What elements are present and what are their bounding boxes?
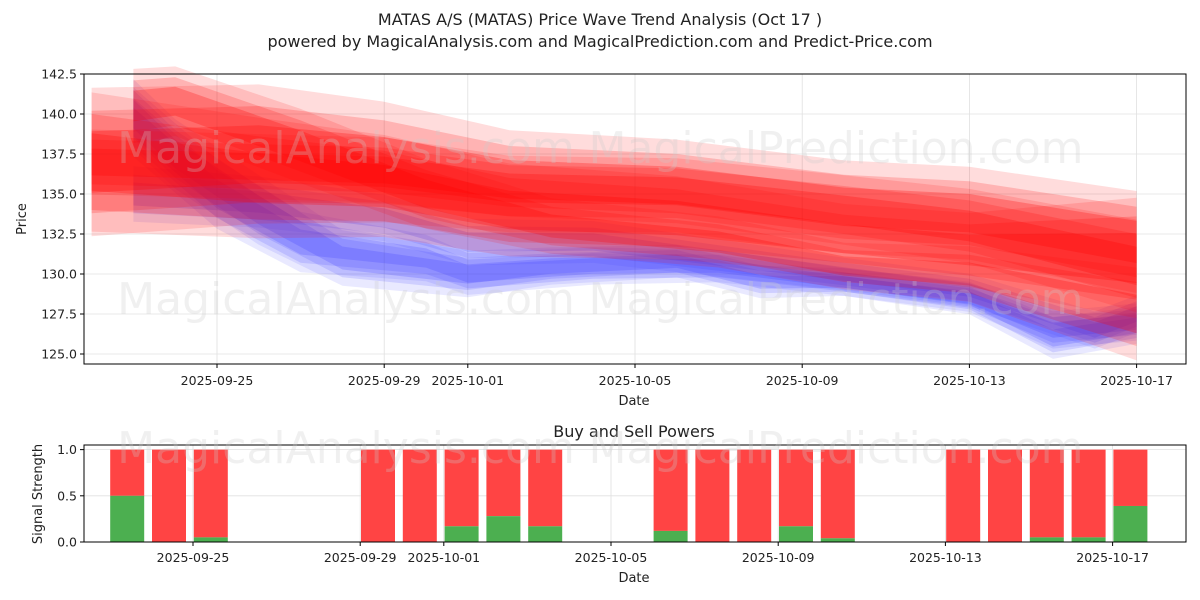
buy-power-bar [1071,537,1106,542]
red-wave-1-band [91,139,1137,298]
price-x-tick-label: 2025-10-05 [599,373,672,388]
red-wave-4-band [133,66,1137,361]
buy-power-bar [779,526,813,542]
signal-x-axis-label: Date [618,571,649,586]
price-x-tick-label: 2025-10-13 [933,373,1006,388]
watermark-analysis-top: MagicalAnalysis.com [117,123,575,174]
sell-power-bar [486,449,521,517]
signal-x-tick-label: 2025-09-29 [324,550,397,565]
red-wave-3-band [91,125,1137,264]
buy-power-bar [820,538,855,542]
red-wave-3-band [91,106,1137,278]
watermark-analysis-mid: MagicalAnalysis.com [117,274,575,325]
signal-x-tick-label: 2025-10-09 [742,550,815,565]
watermark-prediction-bottom: MagicalPrediction.com [589,423,1084,474]
price-x-ticks: 2025-09-25 2025-09-29 2025-10-01 2025-10-05… [181,364,1173,388]
blue-wave-2-band [133,107,1137,347]
sell-power-bar [1029,449,1064,538]
buy-power-bar [444,526,479,542]
blue-wave-3-band [133,166,1137,349]
blue-wave-2-band [133,98,1137,353]
sell-power-bar [152,449,186,542]
signal-x-tick-label: 2025-10-05 [575,550,648,565]
sell-power-bar [402,449,437,542]
red-wave-2-band [91,114,1137,300]
signal-x-tick-label: 2025-10-13 [909,550,982,565]
blue-wave-3-band [133,174,1137,343]
sell-power-bar [444,449,479,527]
buy-power-bar [193,537,228,542]
buy-power-bar [1029,537,1064,542]
price-x-tick-label: 2025-10-17 [1100,373,1173,388]
price-y-ticks: 125.0 127.5 130.0 132.5 135.0 137.5 140.0 142.5 [41,67,84,362]
red-wave-2-band [91,133,1137,283]
buy-power-bar [1113,505,1148,542]
chart-title-line1: MATAS A/S (MATAS) Price Wave Trend Analy… [378,10,822,29]
blue-wave-2-band [133,87,1137,359]
price-y-tick-label: 142.5 [41,67,77,82]
price-y-tick-label: 127.5 [41,307,77,322]
signal-y-ticks: 0.0 0.5 1.0 [57,442,84,550]
price-y-axis-label: Price [15,203,30,235]
red-wave-1-band [91,148,1137,286]
red-wave-4-band [133,86,1137,334]
signal-chart-title: Buy and Sell Powers [553,422,715,441]
sell-power-bar [737,449,772,542]
price-y-tick-label: 137.5 [41,147,77,162]
signal-y-tick-label: 0.5 [57,488,77,503]
buy-power-bar [653,530,688,542]
sell-power-bar [528,449,563,527]
price-y-tick-label: 132.5 [41,227,77,242]
sell-power-bar [653,449,688,531]
price-x-axis-label: Date [618,394,649,409]
signal-plot-frame [83,444,1187,543]
red-wave-3-band [91,84,1137,294]
signal-x-tick-label: 2025-10-01 [407,550,480,565]
blue-wave-3-band [133,182,1137,338]
blue-wave-1-band [133,79,1137,349]
signal-y-tick-label: 1.0 [57,442,77,457]
watermark-analysis-bottom: MagicalAnalysis.com [117,423,575,474]
sell-power-bar [695,449,730,542]
sell-power-bar [946,449,981,542]
sell-power-bar [1071,449,1106,538]
price-wave-bands [91,66,1137,361]
signal-x-tick-label: 2025-09-25 [157,550,230,565]
signal-bars [110,449,1148,542]
price-x-tick-label: 2025-10-09 [766,373,839,388]
signal-x-ticks: 2025-09-25 2025-09-29 2025-10-01 2025-10-05… [157,542,1149,565]
sell-power-bar [1113,449,1148,506]
price-y-tick-label: 125.0 [41,347,77,362]
price-y-tick-label: 130.0 [41,267,77,282]
price-y-tick-label: 140.0 [41,107,77,122]
watermark-prediction-top: MagicalPrediction.com [589,123,1084,174]
buy-power-bar [110,495,145,542]
red-wave-4-band [133,77,1137,346]
price-x-tick-label: 2025-09-29 [348,373,421,388]
sell-power-bar [820,449,855,539]
red-wave-2-band [91,92,1137,319]
buy-power-bar [486,516,521,542]
signal-y-tick-label: 0.0 [57,535,77,550]
blue-wave-1-band [133,90,1137,343]
signal-x-tick-label: 2025-10-17 [1076,550,1149,565]
price-x-tick-label: 2025-10-01 [431,373,504,388]
sell-power-bar [110,449,145,496]
sell-power-bar [193,449,228,538]
sell-power-bar [988,449,1022,542]
sell-power-bar [361,449,395,542]
price-x-tick-label: 2025-09-25 [181,373,254,388]
watermark-prediction-mid: MagicalPrediction.com [589,274,1084,325]
chart-title-line2: powered by MagicalAnalysis.com and Magic… [267,32,932,51]
signal-y-axis-label: Signal Strength [31,444,46,544]
sell-power-bar [779,449,813,527]
price-y-tick-label: 135.0 [41,187,77,202]
buy-power-bar [528,526,563,542]
red-wave-1-band [91,129,1137,313]
